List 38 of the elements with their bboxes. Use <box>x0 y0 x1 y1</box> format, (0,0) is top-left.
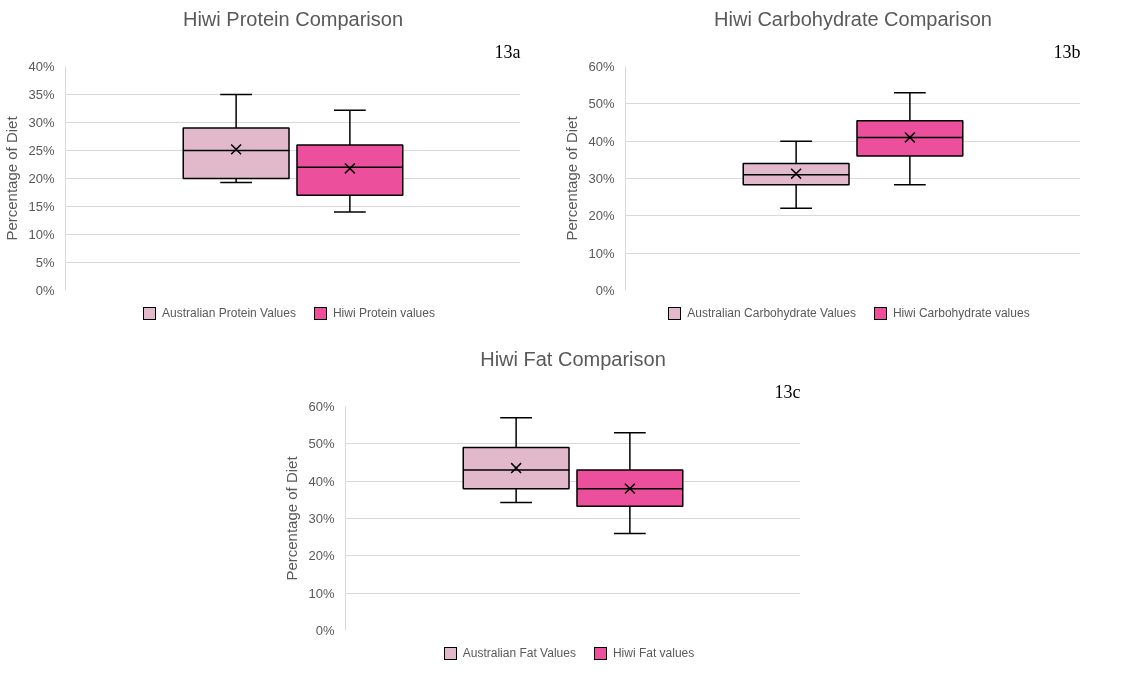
y-tick-label: 10% <box>308 585 335 601</box>
text: 13c <box>774 381 801 402</box>
y-tick-label: 60% <box>308 399 335 414</box>
legend-label: Hiwi Carbohydrate values <box>892 306 1030 321</box>
text: 13b <box>1053 41 1081 62</box>
y-tick-label: 0% <box>595 283 615 298</box>
y-tick-label: 15% <box>28 199 55 214</box>
y-axis-title: Percentage of Diet <box>563 115 581 241</box>
legend-label: Australian Carbohydrate Values <box>687 306 856 321</box>
y-tick-label: 20% <box>28 171 55 186</box>
legend-label: Australian Fat Values <box>462 646 576 661</box>
y-axis-title: Percentage of Diet <box>283 455 301 581</box>
legend-label: Hiwi Protein values <box>332 306 435 321</box>
y-tick-label: 0% <box>315 623 335 638</box>
y-tick-label: 30% <box>588 171 615 186</box>
y-tick-label: 10% <box>28 227 55 242</box>
y-tick-label: 40% <box>308 473 335 489</box>
y-tick-label: 60% <box>588 59 615 74</box>
text: 13a <box>494 41 521 62</box>
y-axis-title: Percentage of Diet <box>3 115 21 241</box>
y-tick-label: 20% <box>308 548 335 564</box>
legend-label: Australian Protein Values <box>162 306 296 321</box>
y-tick-label: 10% <box>588 245 615 261</box>
y-tick-label: 50% <box>588 96 615 112</box>
chart-title: Hiwi Carbohydrate Comparison <box>714 7 992 30</box>
chart-title: Hiwi Fat Comparison <box>480 347 666 370</box>
chart-title: Hiwi Protein Comparison <box>182 7 404 30</box>
y-tick-label: 50% <box>308 436 335 452</box>
y-tick-label: 30% <box>28 115 55 130</box>
y-tick-label: 40% <box>28 59 55 74</box>
y-tick-label: 0% <box>35 283 55 298</box>
y-tick-label: 40% <box>588 133 615 149</box>
y-tick-label: 30% <box>308 511 335 526</box>
legend-label: Hiwi Fat values <box>612 646 695 661</box>
y-tick-label: 20% <box>588 208 615 224</box>
y-tick-label: 35% <box>28 87 55 102</box>
y-tick-label: 5% <box>35 255 55 270</box>
y-tick-label: 25% <box>28 143 55 158</box>
